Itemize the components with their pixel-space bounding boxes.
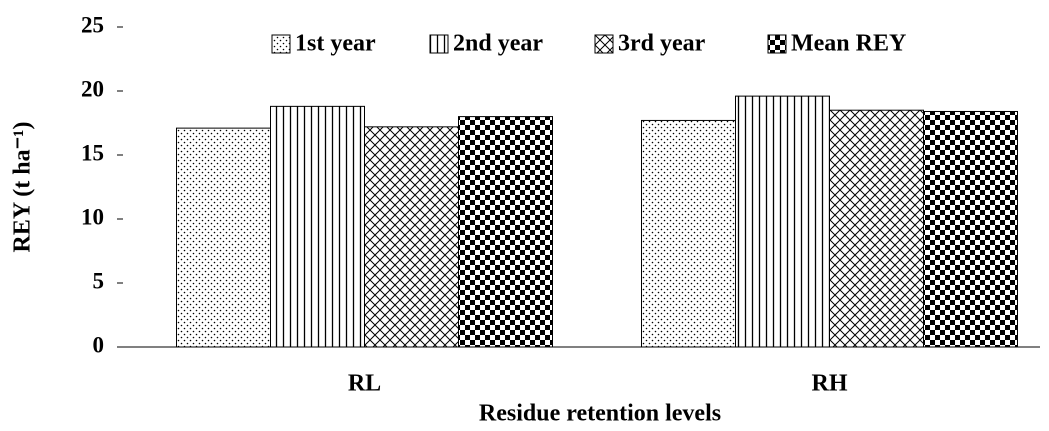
y-tick-label: 25 bbox=[81, 12, 104, 37]
bar bbox=[641, 119, 736, 348]
legend-label: 3rd year bbox=[618, 31, 706, 57]
bar bbox=[923, 110, 1018, 348]
bar bbox=[458, 116, 553, 348]
y-tick-label: 20 bbox=[81, 76, 104, 101]
bar bbox=[176, 127, 271, 348]
legend-swatch bbox=[767, 34, 787, 54]
y-tick-label: 15 bbox=[81, 140, 104, 165]
x-tick-label: RH bbox=[812, 371, 848, 397]
bar bbox=[735, 95, 830, 348]
y-tick-label: 5 bbox=[93, 268, 105, 293]
legend-swatch bbox=[271, 34, 291, 54]
legend-label: 2nd year bbox=[453, 31, 543, 57]
legend-swatch bbox=[429, 34, 449, 54]
y-tick-label: 0 bbox=[93, 332, 105, 357]
bar bbox=[270, 105, 365, 348]
legend-label: Mean REY bbox=[791, 31, 906, 57]
bar bbox=[829, 109, 924, 348]
y-axis-label: REY (t ha⁻¹) bbox=[10, 122, 36, 253]
y-tick-label: 10 bbox=[81, 204, 104, 229]
x-tick-label: RL bbox=[348, 371, 381, 397]
legend-label: 1st year bbox=[295, 31, 376, 57]
x-axis-label: Residue retention levels bbox=[479, 401, 721, 427]
bar bbox=[364, 126, 459, 348]
legend-swatch bbox=[594, 34, 614, 54]
